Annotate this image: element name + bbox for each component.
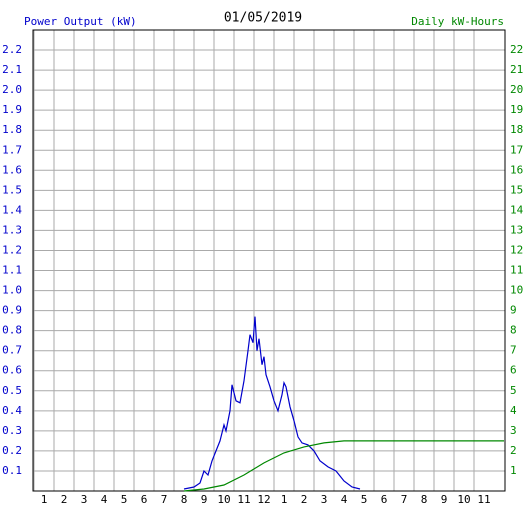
y-tick-label: 1.6 bbox=[2, 163, 22, 176]
y2-tick-label: 14 bbox=[510, 203, 524, 216]
y2-tick-label: 8 bbox=[510, 324, 517, 337]
y2-tick-label: 17 bbox=[510, 143, 523, 156]
y2-tick-label: 21 bbox=[510, 63, 523, 76]
y-tick-label: 2.2 bbox=[2, 43, 22, 56]
y-tick-label: 0.1 bbox=[2, 464, 22, 477]
y-tick-label: 1.5 bbox=[2, 183, 22, 196]
y2-tick-label: 4 bbox=[510, 404, 517, 417]
y-tick-label: 1.2 bbox=[2, 243, 22, 256]
y2-tick-label: 2 bbox=[510, 444, 517, 457]
y-tick-label: 0.5 bbox=[2, 384, 22, 397]
y-tick-label: 0.7 bbox=[2, 344, 22, 357]
y-tick-label: 0.8 bbox=[2, 324, 22, 337]
y2-tick-label: 20 bbox=[510, 83, 523, 96]
y2-tick-label: 12 bbox=[510, 243, 523, 256]
x-tick-label: 3 bbox=[321, 493, 328, 506]
y-tick-label: 1.4 bbox=[2, 203, 22, 216]
y-tick-label: 0.6 bbox=[2, 364, 22, 377]
x-tick-label: 7 bbox=[161, 493, 168, 506]
y-tick-label: 2.1 bbox=[2, 63, 22, 76]
y2-tick-label: 5 bbox=[510, 384, 517, 397]
x-tick-label: 9 bbox=[441, 493, 448, 506]
y-tick-label: 0.4 bbox=[2, 404, 22, 417]
x-tick-label: 1 bbox=[281, 493, 288, 506]
x-tick-label: 9 bbox=[201, 493, 208, 506]
y-tick-label: 1.8 bbox=[2, 123, 22, 136]
y2-tick-label: 6 bbox=[510, 364, 517, 377]
y2-tick-label: 7 bbox=[510, 344, 517, 357]
x-tick-label: 5 bbox=[121, 493, 128, 506]
y2-tick-label: 11 bbox=[510, 264, 523, 277]
x-tick-label: 11 bbox=[477, 493, 490, 506]
data-line bbox=[183, 440, 504, 492]
plot-border bbox=[32, 29, 506, 492]
x-tick-label: 10 bbox=[457, 493, 470, 506]
y-tick-label: 1.7 bbox=[2, 143, 22, 156]
y2-axis-label: Daily kW-Hours bbox=[411, 15, 504, 28]
y2-tick-label: 16 bbox=[510, 163, 523, 176]
x-tick-label: 7 bbox=[401, 493, 408, 506]
y2-tick-label: 18 bbox=[510, 123, 523, 136]
y-tick-label: 0.2 bbox=[2, 444, 22, 457]
x-tick-label: 4 bbox=[101, 493, 108, 506]
x-tick-label: 2 bbox=[301, 493, 308, 506]
y-tick-label: 1.1 bbox=[2, 264, 22, 277]
y-tick-label: 0.3 bbox=[2, 424, 22, 437]
y-tick-label: 1.9 bbox=[2, 103, 22, 116]
y2-tick-label: 1 bbox=[510, 464, 517, 477]
x-tick-label: 12 bbox=[257, 493, 270, 506]
y-tick-label: 0.9 bbox=[2, 304, 22, 317]
y2-tick-label: 3 bbox=[510, 424, 517, 437]
y-tick-label: 2.0 bbox=[2, 83, 22, 96]
y2-tick-label: 9 bbox=[510, 304, 517, 317]
y2-tick-label: 19 bbox=[510, 103, 523, 116]
y-axis-label: Power Output (kW) bbox=[24, 15, 137, 28]
y-tick-label: 1.0 bbox=[2, 284, 22, 297]
x-tick-label: 5 bbox=[361, 493, 368, 506]
y-tick-label: 1.3 bbox=[2, 223, 22, 236]
x-tick-label: 6 bbox=[381, 493, 388, 506]
chart-title: 01/05/2019 bbox=[224, 11, 302, 26]
x-tick-label: 4 bbox=[341, 493, 348, 506]
y2-tick-label: 22 bbox=[510, 43, 523, 56]
x-tick-label: 6 bbox=[141, 493, 148, 506]
y2-tick-label: 10 bbox=[510, 284, 523, 297]
x-tick-label: 2 bbox=[61, 493, 68, 506]
x-tick-label: 3 bbox=[81, 493, 88, 506]
x-tick-label: 8 bbox=[181, 493, 188, 506]
x-tick-label: 11 bbox=[237, 493, 250, 506]
y2-tick-label: 15 bbox=[510, 183, 523, 196]
x-tick-label: 8 bbox=[421, 493, 428, 506]
x-tick-label: 1 bbox=[41, 493, 48, 506]
y2-tick-label: 13 bbox=[510, 223, 523, 236]
x-tick-label: 10 bbox=[217, 493, 230, 506]
